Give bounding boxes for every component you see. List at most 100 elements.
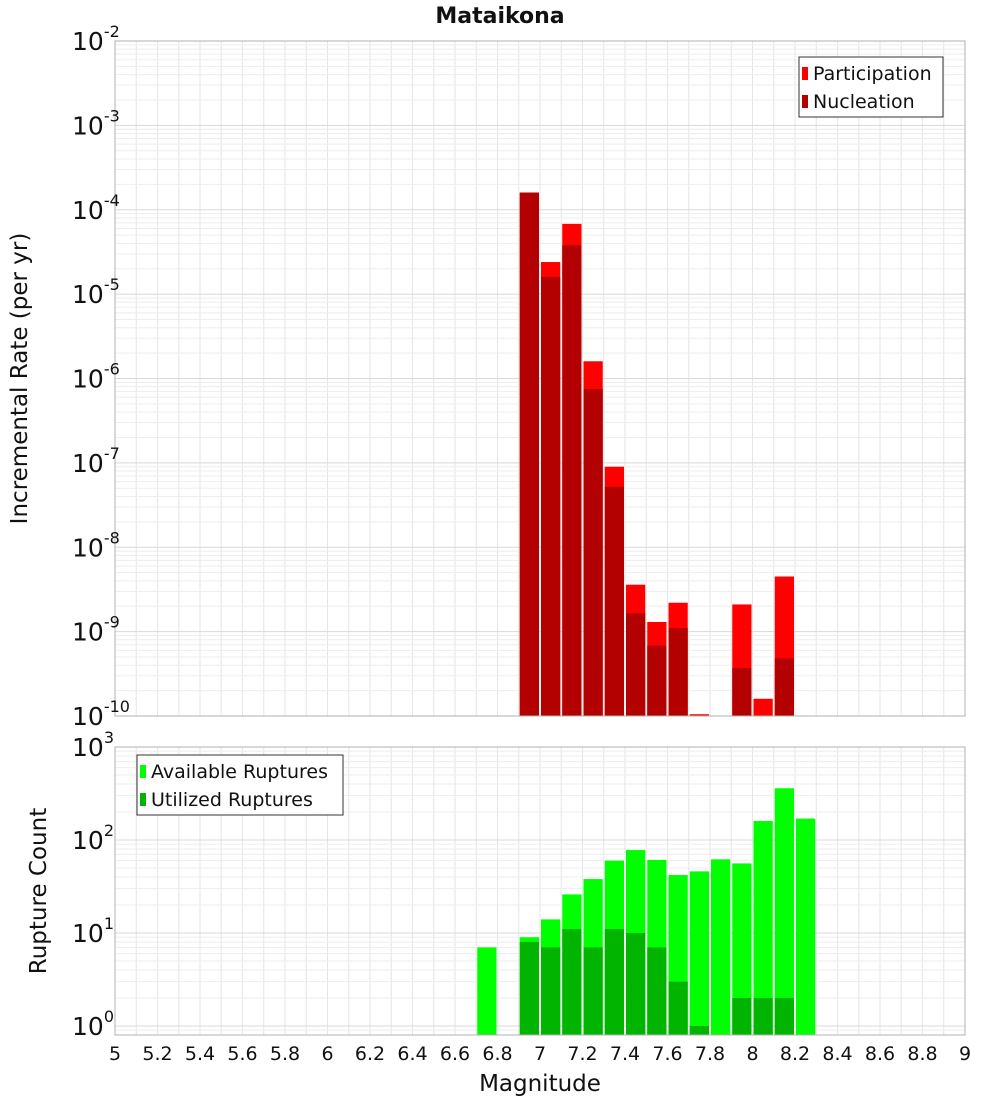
x-tick-label: 6.6: [440, 1043, 470, 1065]
bottom-y-tick-label: 102: [72, 821, 114, 855]
bottom-bar-series1: [711, 859, 731, 1035]
bottom-bar-series2: [689, 1025, 709, 1035]
y-tick-exponent: -3: [104, 106, 120, 125]
bottom-bar-series2: [583, 947, 603, 1035]
y-tick-exponent: -5: [104, 275, 120, 294]
top-bar-series2: [519, 192, 539, 717]
y-tick-exponent: -4: [104, 191, 120, 210]
top-y-tick-label: 10-9: [72, 613, 120, 647]
top-bar-series2: [647, 645, 667, 716]
y-tick-base: 10: [72, 618, 104, 647]
y-tick-exponent: 2: [104, 821, 114, 840]
y-tick-base: 10: [72, 449, 104, 478]
bottom-legend: Available Ruptures Utilized Ruptures: [136, 754, 344, 816]
x-tick-label: 6: [321, 1043, 333, 1065]
top-legend-swatch: [802, 67, 808, 80]
y-tick-exponent: 1: [104, 914, 114, 933]
x-tick-label: 7.4: [610, 1043, 640, 1065]
top-bar-series2: [732, 668, 752, 716]
y-tick-base: 10: [72, 533, 104, 562]
x-tick-label: 8.6: [865, 1043, 895, 1065]
top-bar-series2: [583, 389, 603, 716]
x-tick-label: 7.2: [567, 1043, 597, 1065]
bottom-bar-series1: [477, 947, 497, 1035]
top-y-tick-label: 10-6: [72, 360, 120, 394]
y-tick-base: 10: [72, 111, 104, 140]
top-legend-label: Nucleation: [813, 91, 915, 113]
y-tick-base: 10: [72, 365, 104, 394]
x-tick-label: 9: [959, 1043, 971, 1065]
top-plot-frame: [114, 40, 966, 717]
bottom-legend-label: Utilized Ruptures: [151, 789, 313, 811]
y-tick-exponent: -2: [104, 22, 120, 41]
x-tick-label: 8: [746, 1043, 758, 1065]
bottom-y-tick-label: 100: [72, 1007, 114, 1041]
y-tick-exponent: -10: [104, 697, 130, 716]
y-tick-exponent: -7: [104, 444, 120, 463]
bottom-bar-series2: [519, 942, 539, 1035]
x-tick-label: 5.2: [142, 1043, 172, 1065]
x-tick-label: 8.2: [780, 1043, 810, 1065]
top-y-tick-label: 10-2: [72, 22, 120, 56]
top-y-axis-label: Incremental Rate (per yr): [7, 233, 33, 525]
y-tick-exponent: -6: [104, 360, 120, 379]
bottom-bar-series1: [796, 818, 816, 1035]
x-tick-label: 8.8: [907, 1043, 937, 1065]
y-tick-base: 10: [72, 280, 104, 309]
x-tick-label: 7.6: [652, 1043, 682, 1065]
bottom-bar-series2: [668, 981, 688, 1035]
bottom-bar-series2: [541, 947, 561, 1035]
bottom-bar-series2: [774, 997, 794, 1035]
y-tick-exponent: 0: [104, 1007, 114, 1026]
bottom-bar-series1: [753, 821, 773, 1035]
top-bar-series1: [753, 698, 773, 716]
top-y-tick-label: 10-3: [72, 106, 120, 140]
bottom-legend-swatch: [140, 793, 146, 806]
top-legend-box: [798, 56, 944, 118]
bottom-y-tick-label: 103: [72, 728, 114, 762]
x-tick-label: 6.8: [482, 1043, 512, 1065]
x-tick-label: 6.2: [355, 1043, 385, 1065]
top-bar-series2: [774, 658, 794, 716]
top-y-tick-label: 10-10: [72, 697, 130, 731]
y-tick-base: 10: [72, 702, 104, 731]
top-legend-label: Participation: [813, 63, 932, 85]
top-bar-series2: [562, 245, 582, 717]
y-tick-base: 10: [72, 733, 104, 762]
x-tick-label: 8.4: [822, 1043, 852, 1065]
y-tick-exponent: 3: [104, 728, 114, 747]
y-tick-exponent: -9: [104, 613, 120, 632]
y-tick-base: 10: [72, 196, 104, 225]
top-panel: 10-210-310-410-510-610-710-810-910-10Inc…: [7, 22, 966, 731]
bottom-legend-box: [136, 754, 344, 816]
x-tick-label: 7.8: [695, 1043, 725, 1065]
bottom-legend-label: Available Ruptures: [151, 761, 328, 783]
top-bar-series2: [541, 276, 561, 716]
bottom-bar-series2: [732, 997, 752, 1035]
x-tick-label: 6.4: [397, 1043, 427, 1065]
y-tick-exponent: -8: [104, 528, 120, 547]
x-tick-label: 5: [109, 1043, 121, 1065]
x-tick-label: 5.8: [270, 1043, 300, 1065]
x-tick-label: 7: [534, 1043, 546, 1065]
top-bar-series2: [604, 486, 624, 716]
bottom-bar-series2: [562, 929, 582, 1035]
top-bar-series2: [668, 628, 688, 716]
chart-title: Mataikona: [435, 4, 564, 29]
top-y-tick-label: 10-5: [72, 275, 120, 309]
bottom-bar-series1: [732, 863, 752, 1035]
top-legend-swatch: [802, 95, 808, 108]
bottom-bar-series2: [753, 997, 773, 1035]
top-bar-series1: [689, 714, 709, 716]
y-tick-base: 10: [72, 826, 104, 855]
top-y-tick-label: 10-4: [72, 191, 120, 225]
bottom-y-tick-label: 101: [72, 914, 114, 948]
bottom-y-axis-label: Rupture Count: [26, 808, 52, 974]
bottom-bar-series2: [647, 947, 667, 1035]
bottom-bar-series2: [626, 932, 646, 1035]
bottom-plot-frame: [114, 746, 966, 1036]
bottom-legend-swatch: [140, 765, 146, 778]
y-tick-base: 10: [72, 1012, 104, 1041]
